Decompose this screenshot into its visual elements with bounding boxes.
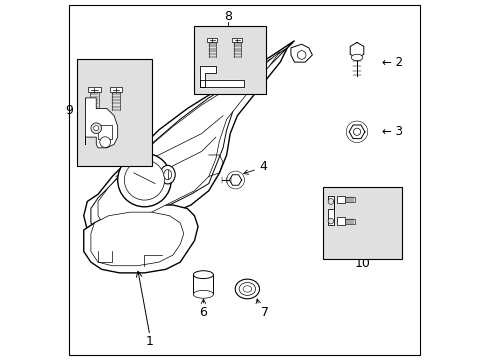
Text: 8: 8: [224, 10, 232, 23]
Circle shape: [353, 128, 360, 135]
Circle shape: [118, 153, 171, 207]
Ellipse shape: [193, 291, 213, 298]
Polygon shape: [91, 48, 287, 237]
Text: 6: 6: [199, 306, 207, 319]
Circle shape: [91, 123, 102, 134]
Polygon shape: [98, 51, 280, 230]
Circle shape: [297, 51, 305, 59]
Polygon shape: [91, 212, 183, 266]
Text: 9: 9: [65, 104, 73, 117]
Polygon shape: [83, 205, 198, 273]
Polygon shape: [348, 125, 364, 139]
Bar: [232, 38, 242, 42]
Polygon shape: [328, 196, 333, 225]
Circle shape: [100, 137, 110, 148]
Bar: [88, 87, 101, 93]
Bar: [98, 125, 112, 139]
Polygon shape: [229, 175, 241, 185]
Bar: [323, 187, 401, 258]
Text: ← 2: ← 2: [381, 56, 402, 69]
Text: 5: 5: [175, 153, 183, 166]
Ellipse shape: [243, 286, 251, 292]
Polygon shape: [349, 42, 363, 58]
Text: 4: 4: [259, 160, 267, 173]
Text: 1: 1: [145, 335, 153, 348]
Ellipse shape: [239, 283, 255, 296]
Circle shape: [327, 218, 333, 224]
Polygon shape: [200, 80, 244, 87]
Text: 7: 7: [260, 306, 268, 319]
Bar: [193, 275, 213, 294]
Polygon shape: [85, 98, 118, 148]
Bar: [337, 217, 344, 225]
Circle shape: [346, 121, 367, 143]
Ellipse shape: [160, 165, 175, 184]
Polygon shape: [290, 44, 312, 62]
Bar: [109, 87, 122, 93]
Ellipse shape: [235, 279, 259, 299]
Text: ← 3: ← 3: [381, 125, 402, 138]
Circle shape: [226, 171, 244, 189]
Ellipse shape: [350, 54, 362, 61]
Bar: [337, 196, 344, 203]
Polygon shape: [83, 41, 294, 244]
Bar: [194, 26, 265, 94]
Circle shape: [327, 199, 333, 204]
Circle shape: [94, 126, 99, 131]
Polygon shape: [200, 66, 216, 87]
Circle shape: [124, 160, 164, 200]
Text: 10: 10: [354, 257, 369, 270]
Ellipse shape: [193, 271, 213, 279]
Ellipse shape: [163, 170, 171, 180]
Bar: [77, 59, 151, 166]
Bar: [207, 38, 217, 42]
